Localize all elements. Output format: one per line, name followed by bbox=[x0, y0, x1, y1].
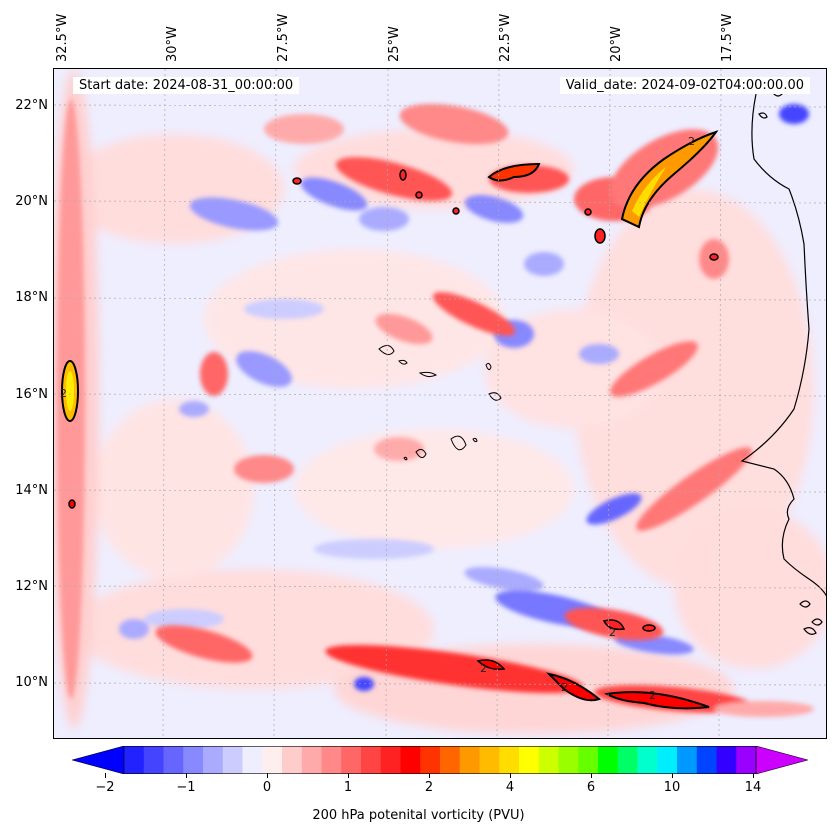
red-features bbox=[57, 99, 814, 717]
colorbar-tick-label: −1 bbox=[176, 780, 196, 795]
lat-label-22n: 22°N bbox=[15, 98, 48, 113]
colorbar-segment bbox=[479, 746, 500, 774]
colorbar-tick-label: 14 bbox=[744, 780, 762, 795]
colorbar-segment bbox=[143, 746, 165, 774]
colorbar-segment bbox=[262, 746, 283, 774]
colorbar-tickmark bbox=[105, 773, 106, 778]
colorbar-segment bbox=[716, 746, 737, 774]
contour-label: 2 bbox=[561, 681, 568, 694]
colorbar-segment bbox=[400, 746, 421, 774]
african-coastline bbox=[740, 93, 826, 597]
colorbar-tickmark bbox=[510, 773, 511, 778]
colorbar-segment bbox=[696, 746, 718, 774]
contour-label: 2 bbox=[609, 626, 616, 639]
colorbar-tick-label: 0 bbox=[262, 780, 272, 795]
colorbar-segment bbox=[321, 746, 342, 774]
colorbar-tick-label: 1 bbox=[343, 780, 353, 795]
colorbar-tick-label: 2 bbox=[424, 780, 434, 795]
colorbar-tickmark bbox=[267, 773, 268, 778]
colorbar-outline bbox=[123, 746, 757, 774]
colorbar-segment bbox=[203, 746, 224, 774]
colorbar-tickmark bbox=[591, 773, 592, 778]
colorbar-segment bbox=[657, 746, 678, 774]
contour-label: 2 bbox=[688, 135, 695, 148]
contour-label: 2 bbox=[649, 689, 656, 702]
core-south-band-a bbox=[545, 672, 602, 702]
colorbar bbox=[70, 745, 810, 775]
colorbar-segment bbox=[301, 746, 323, 774]
cape-verde-islands bbox=[378, 345, 502, 461]
colorbar-segment bbox=[163, 746, 184, 774]
lat-label-10n: 10°N bbox=[15, 675, 48, 690]
colorbar-tick-label: 6 bbox=[586, 780, 596, 795]
colorbar-segment bbox=[558, 746, 579, 774]
contour-label: 2 bbox=[60, 387, 67, 400]
colorbar-segment bbox=[519, 746, 540, 774]
colorbar-svg bbox=[70, 745, 810, 775]
colorbar-segment bbox=[637, 746, 658, 774]
colorbar-tick-label: 4 bbox=[505, 780, 515, 795]
colorbar-segment bbox=[242, 746, 263, 774]
colorbar-segment bbox=[361, 746, 382, 774]
colorbar-tickmark bbox=[672, 773, 673, 778]
lon-label-20w: 20°W bbox=[609, 26, 624, 62]
colorbar-segment bbox=[736, 746, 757, 774]
colorbar-segment bbox=[341, 746, 362, 774]
start-date-label: Start date: 2024-08-31_00:00:00 bbox=[73, 77, 300, 94]
core-south-band-b bbox=[604, 691, 710, 710]
lat-label-16n: 16°N bbox=[15, 387, 48, 402]
colorbar-segment bbox=[282, 746, 303, 774]
contour-label: 2 bbox=[480, 662, 487, 675]
lon-label-32.5w: 32.5°W bbox=[55, 13, 70, 62]
colorbar-segment bbox=[578, 746, 599, 774]
colorbar-tick-label: −2 bbox=[95, 780, 115, 795]
colorbar-extend-high bbox=[755, 745, 810, 775]
lat-label-14n: 14°N bbox=[15, 483, 48, 498]
colorbar-tickmark bbox=[429, 773, 430, 778]
colorbar-segment bbox=[420, 746, 441, 774]
colorbar-label: 200 hPa potenital vorticity (PVU) bbox=[312, 808, 525, 823]
lat-label-12n: 12°N bbox=[15, 579, 48, 594]
valid-date-label: Valid_date: 2024-09-02T04:00:00.00 bbox=[559, 77, 810, 94]
colorbar-segment bbox=[677, 746, 698, 774]
colorbar-segment bbox=[538, 746, 560, 774]
lon-label-27.5w: 27.5°W bbox=[276, 13, 291, 62]
strong-cores bbox=[61, 130, 719, 710]
lon-label-25w: 25°W bbox=[387, 26, 402, 62]
colorbar-segment bbox=[459, 746, 481, 774]
core-north-20w bbox=[620, 130, 719, 229]
colorbar-segment bbox=[183, 746, 204, 774]
colorbar-segment bbox=[617, 746, 639, 774]
colorbar-segment bbox=[440, 746, 461, 774]
lon-label-30w: 30°W bbox=[165, 26, 180, 62]
core-north-22w bbox=[487, 162, 541, 182]
lon-label-17.5w: 17.5°W bbox=[720, 13, 735, 62]
lat-label-18n: 18°N bbox=[15, 290, 48, 305]
colorbar-segment bbox=[380, 746, 402, 774]
colorbar-segment bbox=[499, 746, 520, 774]
lat-label-20n: 20°N bbox=[15, 194, 48, 209]
lon-label-22.5w: 22.5°W bbox=[498, 13, 513, 62]
map-gridlines bbox=[54, 69, 826, 738]
colorbar-segment bbox=[124, 746, 145, 774]
vorticity-field: 2 2 2 2 2 2 bbox=[54, 69, 826, 738]
colorbar-segment bbox=[598, 746, 619, 774]
colorbar-tickmark bbox=[753, 773, 754, 778]
map-panel[interactable]: 2 2 2 2 2 2 bbox=[53, 68, 827, 739]
colorbar-segment bbox=[222, 746, 244, 774]
colorbar-tick-label: 10 bbox=[663, 780, 681, 795]
colorbar-extend-low bbox=[70, 745, 125, 775]
colorbar-tickmark bbox=[186, 773, 187, 778]
colorbar-tickmark bbox=[348, 773, 349, 778]
